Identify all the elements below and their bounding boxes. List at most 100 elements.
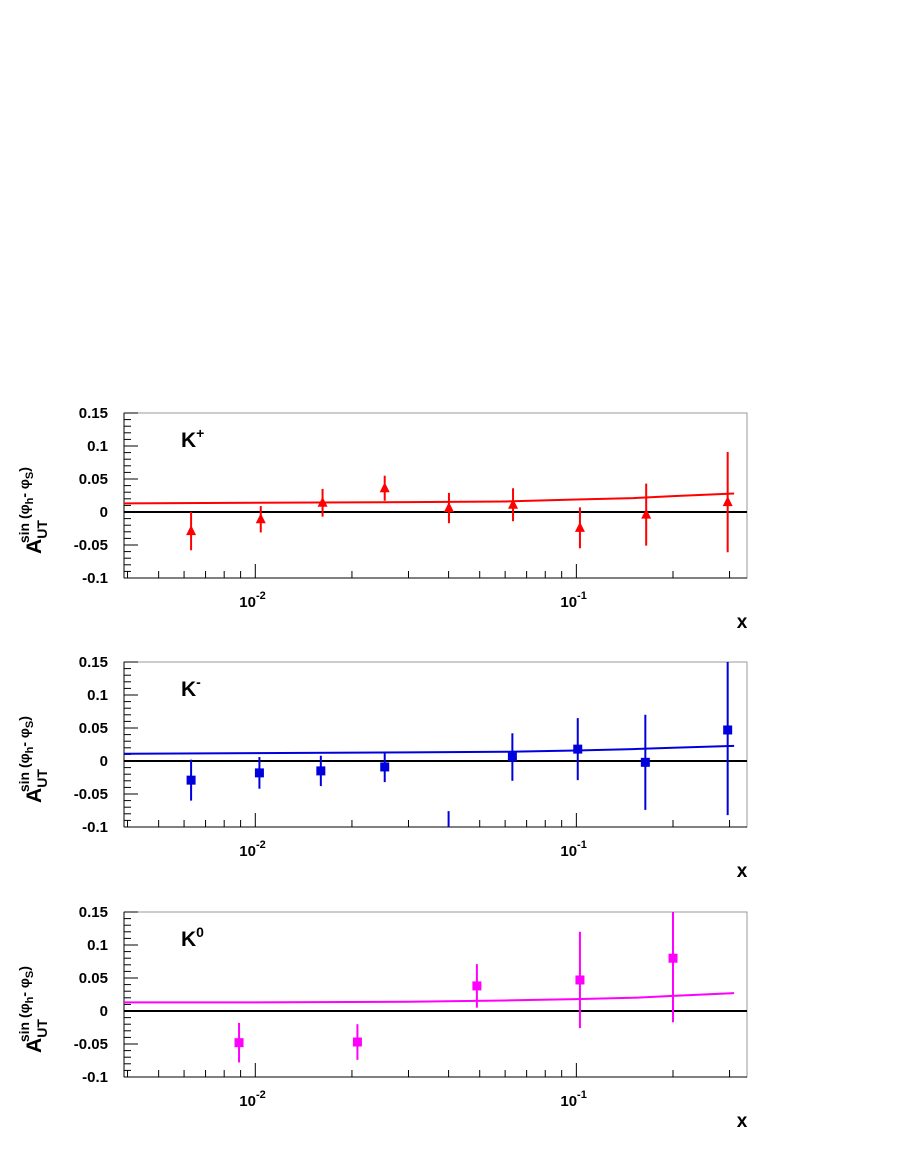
- x-tick-label: 10-2: [239, 590, 265, 611]
- y-tick-label: -0.05: [74, 786, 108, 803]
- x-tick-base: 10: [560, 1093, 577, 1110]
- marker: [352, 1037, 362, 1047]
- x-tick-base: 10: [239, 1093, 256, 1110]
- x-axis-label: x: [737, 1111, 748, 1132]
- theory-curve: [124, 492, 735, 505]
- marker: [508, 498, 519, 509]
- x-tick-label: 10-1: [560, 590, 586, 611]
- y-label-sup: sin (φ: [16, 753, 32, 792]
- plot-frame: [123, 911, 748, 1078]
- plot-area: [124, 662, 747, 851]
- particle: K: [181, 928, 196, 951]
- marker: [574, 521, 585, 532]
- y-label-sup: - φ: [16, 479, 32, 498]
- x-axis-label: x: [737, 861, 748, 882]
- x-tick-base: 10: [239, 843, 256, 860]
- marker: [186, 775, 196, 785]
- x-tick-exponent: -2: [256, 590, 266, 602]
- marker: [254, 768, 264, 778]
- y-label-sup-sub: h: [24, 497, 36, 504]
- y-tick-label: -0.1: [82, 570, 108, 587]
- theory-curve: [124, 744, 735, 755]
- marker: [186, 525, 197, 536]
- x-tick-exponent: -2: [256, 1089, 266, 1101]
- x-tick-exponent: -1: [577, 839, 587, 851]
- x-tick-base: 10: [239, 594, 256, 611]
- marker: [641, 508, 652, 519]
- y-label-sup: sin (φ: [16, 504, 32, 543]
- y-tick-label: 0.15: [79, 654, 108, 671]
- y-label-sup: sin (φ: [16, 1003, 32, 1042]
- marker: [573, 744, 583, 754]
- y-tick-label: 0.15: [79, 405, 108, 422]
- particle: K: [181, 678, 196, 701]
- charge: -: [196, 674, 201, 690]
- x-tick-exponent: -1: [577, 590, 587, 602]
- y-label-sup: ): [16, 467, 32, 472]
- marker: [316, 766, 326, 776]
- x-tick-label: 10-2: [239, 1089, 265, 1110]
- y-label-sup-sub: h: [24, 996, 36, 1003]
- y-label-sup-sub: S: [24, 721, 36, 728]
- y-tick-label: -0.05: [74, 1036, 108, 1053]
- y-tick-label: -0.1: [82, 1069, 108, 1086]
- marker: [380, 762, 390, 772]
- y-tick-label: 0.1: [87, 937, 108, 954]
- x-tick-label: 10-2: [239, 839, 265, 860]
- particle: K: [181, 429, 196, 452]
- x-tick-base: 10: [560, 594, 577, 611]
- y-label-sup: - φ: [16, 728, 32, 747]
- x-tick-base: 10: [560, 843, 577, 860]
- y-tick-label: 0: [100, 753, 108, 770]
- marker: [444, 842, 453, 851]
- panel-label: K+: [181, 425, 204, 452]
- y-label-sup: ): [16, 716, 32, 721]
- plot-area: [124, 912, 747, 1063]
- marker: [723, 725, 733, 735]
- plot-frame: [123, 412, 748, 579]
- marker: [379, 482, 390, 493]
- y-tick-label: -0.05: [74, 537, 108, 554]
- y-axis-label: AUTsin (φh- φS): [16, 966, 50, 1053]
- theory-curve: [124, 992, 735, 1004]
- y-tick-label: 0.15: [79, 904, 108, 921]
- y-label-base: A: [23, 539, 46, 554]
- x-tick-exponent: -2: [256, 839, 266, 851]
- marker: [507, 752, 517, 762]
- y-label-base: A: [23, 1038, 46, 1053]
- y-tick-label: 0.1: [87, 438, 108, 455]
- marker: [722, 496, 733, 507]
- y-tick-label: 0: [100, 504, 108, 521]
- y-label-sup: ): [16, 966, 32, 971]
- y-label-base: A: [23, 788, 46, 803]
- y-tick-label: 0.05: [79, 970, 108, 987]
- y-tick-label: -0.1: [82, 819, 108, 836]
- charge: 0: [196, 924, 204, 940]
- panel-label: K0: [181, 924, 204, 951]
- marker: [317, 496, 328, 507]
- y-label-sub: UT: [34, 520, 50, 539]
- marker: [668, 953, 678, 963]
- y-tick-label: 0.1: [87, 687, 108, 704]
- y-tick-label: 0.05: [79, 720, 108, 737]
- y-label-sup-sub: S: [24, 472, 36, 479]
- marker: [575, 975, 585, 985]
- x-tick-label: 10-1: [560, 1089, 586, 1110]
- y-label-sup-sub: S: [24, 971, 36, 978]
- y-label-sup: - φ: [16, 978, 32, 997]
- panel-label: K-: [181, 674, 201, 701]
- y-label-sub: UT: [34, 769, 50, 788]
- y-axis-label: AUTsin (φh- φS): [16, 467, 50, 554]
- y-tick-label: 0.05: [79, 471, 108, 488]
- y-tick-label: 0: [100, 1003, 108, 1020]
- marker: [234, 1038, 244, 1048]
- plot-area: [124, 451, 747, 553]
- x-tick-label: 10-1: [560, 839, 586, 860]
- marker: [640, 757, 650, 767]
- x-tick-exponent: -1: [577, 1089, 587, 1101]
- marker: [255, 513, 266, 524]
- y-label-sup-sub: h: [24, 746, 36, 753]
